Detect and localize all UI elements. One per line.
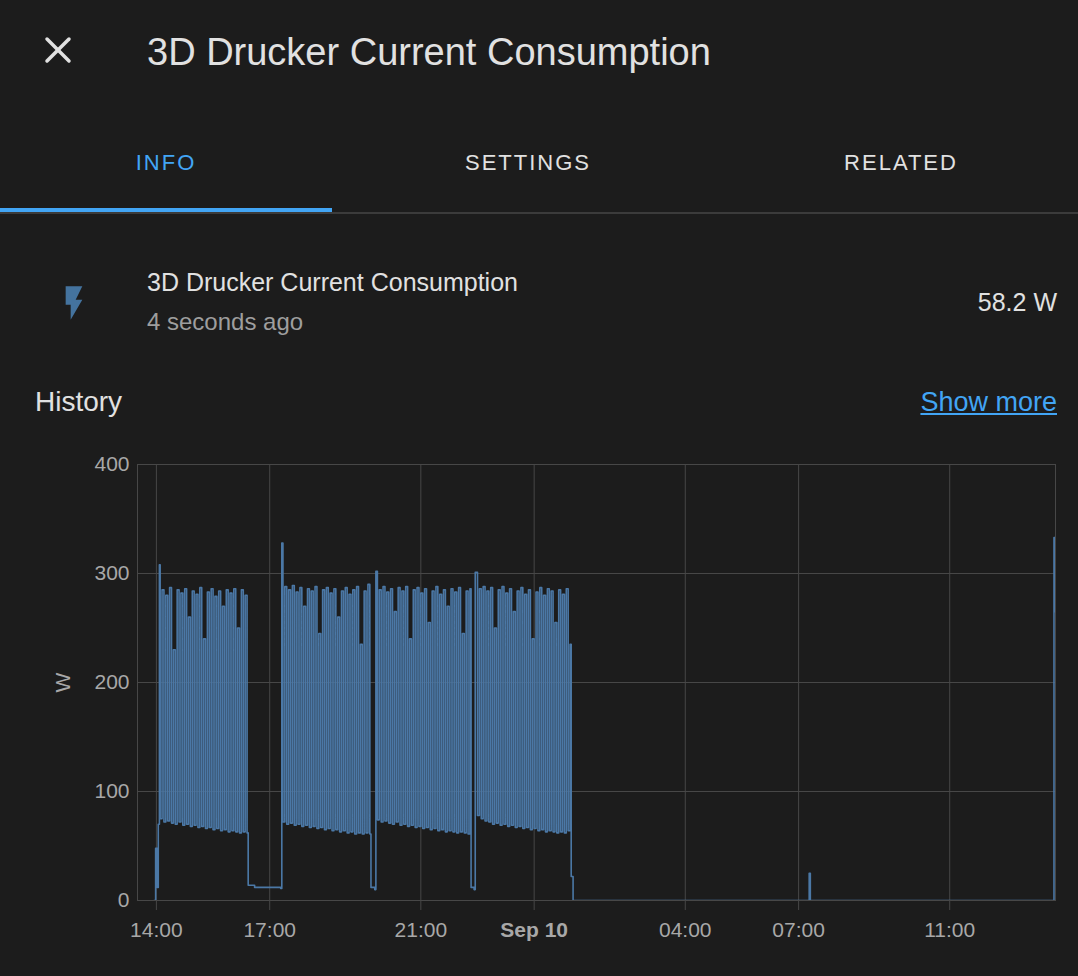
svg-text:04:00: 04:00 [659,918,712,941]
html-text:3D Drucker Current Consumption: 3D Drucker Current Consumption [147,268,518,296]
html-text:Show more: Show more [920,387,1057,417]
svg-text:100: 100 [94,779,129,802]
svg-text:07:00: 07:00 [772,918,825,941]
html-text:INFO: INFO [135,150,197,175]
svg-text:Sep 10: Sep 10 [500,918,568,941]
html-text:RELATED: RELATED [844,150,958,175]
html-text:History: History [35,386,123,417]
html-text:4 seconds ago: 4 seconds ago [147,308,304,335]
svg-text:17:00: 17:00 [243,918,296,941]
html-text:58.2 W: 58.2 W [977,288,1057,316]
svg-text:0: 0 [118,888,130,911]
svg-text:14:00: 14:00 [130,918,183,941]
html-text:SETTINGS: SETTINGS [465,150,591,175]
svg-text:200: 200 [94,670,129,693]
svg-text:W: W [51,672,74,692]
svg-text:400: 400 [94,452,129,475]
html-text:3D Drucker Current Consumption: 3D Drucker Current Consumption [147,31,711,73]
svg-text:11:00: 11:00 [924,918,975,941]
svg-text:300: 300 [94,561,129,584]
svg-text:21:00: 21:00 [395,918,448,941]
